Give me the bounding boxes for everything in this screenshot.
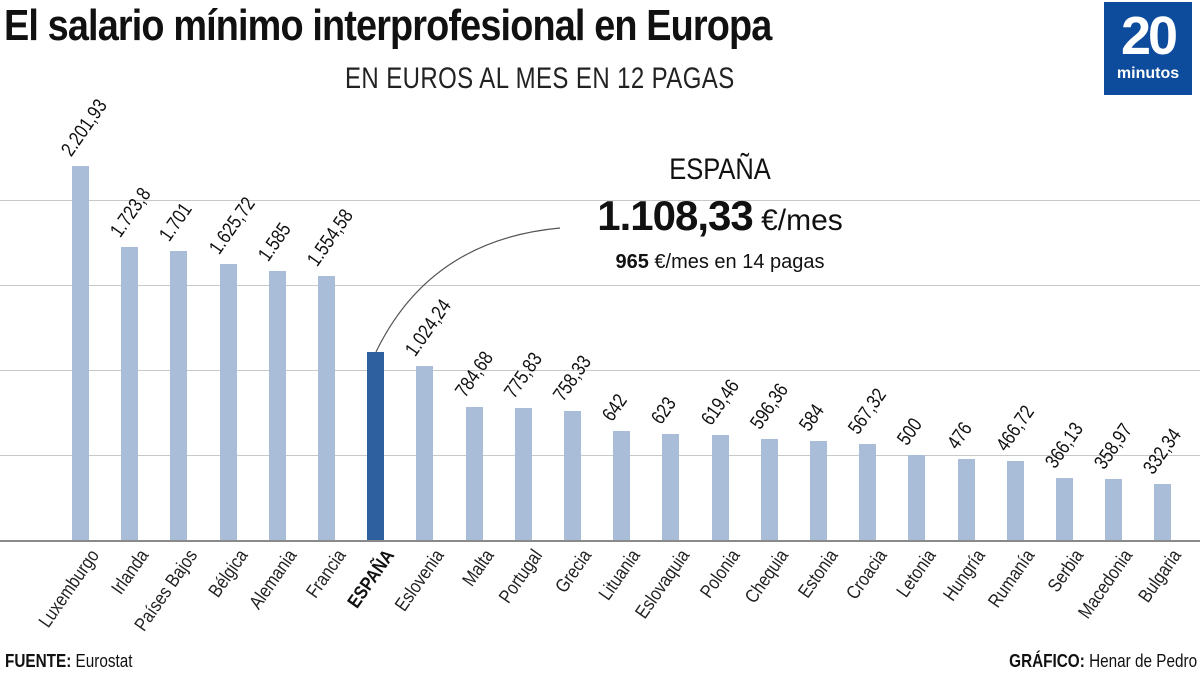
callout-sub-value: 965 (615, 251, 649, 273)
callout-value: 1.108,33 €/mes (560, 190, 880, 247)
bar-irlanda (121, 247, 138, 540)
x-axis-baseline (0, 540, 1200, 542)
source-label: FUENTE: (5, 651, 72, 671)
bar-estonia (810, 441, 827, 540)
bar-malta (466, 407, 483, 540)
chart-subtitle: EN EUROS AL MES EN 12 PAGAS (345, 62, 735, 95)
callout-country: ESPAÑA (669, 153, 771, 186)
callout-subtext: 965 €/mes en 14 pagas (560, 247, 880, 277)
callout-amount: 1.108,33 (597, 192, 753, 239)
20minutos-logo: 20 minutos (1104, 2, 1192, 95)
bar-croacia (859, 444, 876, 540)
gridline (0, 370, 1200, 371)
source-value: Eurostat (71, 651, 133, 671)
bar-macedonia (1105, 479, 1122, 540)
bar-bélgica (220, 264, 237, 540)
bar-eslovenia (416, 366, 433, 540)
logo-number: 20 (1120, 6, 1178, 66)
bar-países-bajos (170, 251, 187, 540)
bar-bulgaria (1154, 484, 1171, 540)
spain-callout: ESPAÑA 1.108,33 €/mes 965 €/mes en 14 pa… (560, 150, 880, 277)
gridline (0, 285, 1200, 286)
bar-polonia (712, 435, 729, 540)
bar-luxemburgo (72, 166, 89, 540)
bar-francia (318, 276, 335, 540)
bar-portugal (515, 408, 532, 540)
bar-rumanía (1007, 461, 1024, 540)
bar-españa (367, 352, 384, 540)
gridline (0, 200, 1200, 201)
bar-lituania (613, 431, 630, 540)
bar-eslovaquia (662, 434, 679, 540)
logo-word: minutos (1116, 65, 1180, 82)
bar-letonia (908, 455, 925, 540)
callout-unit: €/mes (752, 204, 843, 237)
gridline (0, 455, 1200, 456)
credit-note: GRÁFICO: Henar de Pedro (1009, 651, 1197, 672)
source-note: FUENTE: Eurostat (5, 651, 133, 672)
credit-label: GRÁFICO: (1009, 651, 1085, 671)
bar-grecia (564, 411, 581, 540)
bar-hungría (958, 459, 975, 540)
chart-title: El salario mínimo interprofesional en Eu… (4, 1, 772, 50)
bar-alemania (269, 271, 286, 540)
bar-chequia (761, 439, 778, 540)
bar-serbia (1056, 478, 1073, 540)
callout-sub-text: €/mes en 14 pagas (648, 251, 825, 273)
credit-value: Henar de Pedro (1084, 651, 1197, 671)
